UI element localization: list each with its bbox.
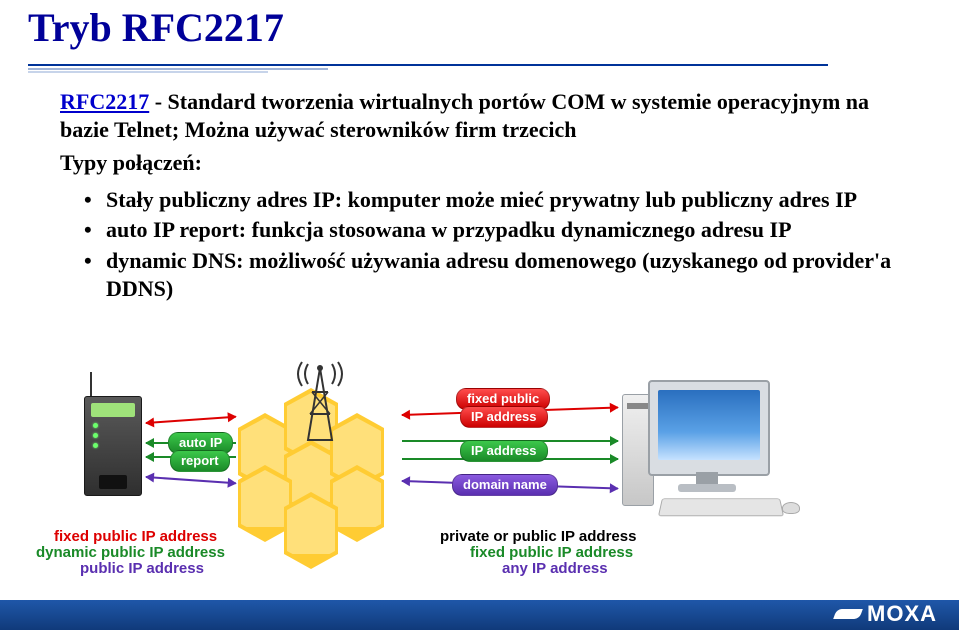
slide-title: Tryb RFC2217: [28, 4, 284, 51]
rfc2217-link[interactable]: RFC2217: [60, 89, 149, 114]
label-right-2: fixed public IP address: [470, 544, 633, 561]
moxa-logo: MOXA: [835, 601, 937, 627]
arrow-red-left: [146, 416, 236, 424]
oncell-device-icon: [84, 396, 140, 494]
diagram: auto IP report fixed public IP address I…: [0, 380, 959, 590]
label-left-2: dynamic public IP address: [36, 544, 225, 561]
bullet-item: dynamic DNS: możliwość używania adresu d…: [106, 247, 900, 303]
typy-label: Typy połączeń:: [60, 150, 900, 176]
bullet-item: Stały publiczny adres IP: komputer może …: [106, 186, 900, 214]
title-underline: [28, 64, 828, 74]
tag-ip-address-2: IP address: [460, 440, 548, 462]
body-text: RFC2217 - Standard tworzenia wirtualnych…: [60, 88, 900, 305]
arrow-purple-left: [146, 476, 236, 484]
bullet-item: auto IP report: funkcja stosowana w przy…: [106, 216, 900, 244]
label-right-3: any IP address: [502, 560, 608, 577]
footer-bar: MOXA: [0, 600, 959, 630]
slide: Tryb RFC2217 RFC2217 - Standard tworzeni…: [0, 0, 959, 630]
cell-tower-icon: [306, 362, 334, 442]
label-left-3: public IP address: [80, 560, 204, 577]
intro-rest: - Standard tworzenia wirtualnych portów …: [60, 89, 869, 142]
logo-text: MOXA: [867, 601, 937, 627]
tag-ip-address-1: IP address: [460, 406, 548, 428]
tag-report: report: [170, 450, 230, 472]
label-right-1: private or public IP address: [440, 528, 636, 545]
logo-streak-icon: [833, 609, 863, 619]
intro-line: RFC2217 - Standard tworzenia wirtualnych…: [60, 88, 900, 144]
bullet-list: Stały publiczny adres IP: komputer może …: [60, 186, 900, 303]
label-left-1: fixed public IP address: [54, 528, 217, 545]
desktop-computer-icon: [622, 380, 790, 520]
tag-domain-name: domain name: [452, 474, 558, 496]
